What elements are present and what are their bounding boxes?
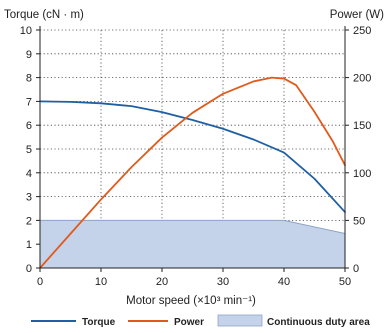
y-right-tick-label-100: 100 xyxy=(353,168,371,180)
x-tick-label-0: 0 xyxy=(37,276,43,288)
x-tick-label-20: 20 xyxy=(156,276,168,288)
y-right-tick-label-200: 200 xyxy=(353,73,371,85)
x-tick-label-50: 50 xyxy=(339,276,351,288)
legend: Torque Power Continuous duty area xyxy=(31,314,370,328)
y-right-tick-label-50: 50 xyxy=(353,215,365,227)
y-left-tick-label-8: 8 xyxy=(26,73,32,85)
x-axis-title: Motor speed (×10³ min⁻¹) xyxy=(126,295,256,307)
y-right-tick-label-150: 150 xyxy=(353,120,371,132)
legend-power-label: Power xyxy=(174,317,204,328)
x-tick-label-40: 40 xyxy=(278,276,290,288)
duty-area-layer xyxy=(40,219,346,268)
series-layer xyxy=(39,76,346,269)
legend-duty-area-swatch xyxy=(217,314,263,327)
legend-duty-area-label: Continuous duty area xyxy=(267,317,370,328)
x-tick-label-30: 30 xyxy=(217,276,229,288)
y-left-tick-label-0: 0 xyxy=(26,263,32,275)
continuous-duty-area-edge xyxy=(40,219,346,234)
y-left-tick-label-10: 10 xyxy=(20,25,32,37)
continuous-duty-area xyxy=(40,220,345,268)
y-left-tick-label-5: 5 xyxy=(26,144,32,156)
axes xyxy=(36,26,349,272)
left-axis-title: Torque (cN · m) xyxy=(4,9,84,21)
y-left-tick-label-9: 9 xyxy=(26,49,32,61)
legend-torque-label: Torque xyxy=(82,317,116,328)
y-left-tick-label-7: 7 xyxy=(26,96,32,108)
right-axis-title: Power (W) xyxy=(330,9,384,21)
y-left-tick-label-2: 2 xyxy=(26,215,32,227)
x-tick-label-10: 10 xyxy=(95,276,107,288)
y-left-tick-label-4: 4 xyxy=(26,168,32,180)
y-right-tick-label-0: 0 xyxy=(353,263,359,275)
series-line-torque xyxy=(39,100,346,213)
y-left-tick-label-1: 1 xyxy=(26,239,32,251)
y-right-tick-label-250: 250 xyxy=(353,25,371,37)
y-left-tick-label-6: 6 xyxy=(26,120,32,132)
series-line-power xyxy=(39,76,346,269)
y-left-tick-label-3: 3 xyxy=(26,192,32,204)
